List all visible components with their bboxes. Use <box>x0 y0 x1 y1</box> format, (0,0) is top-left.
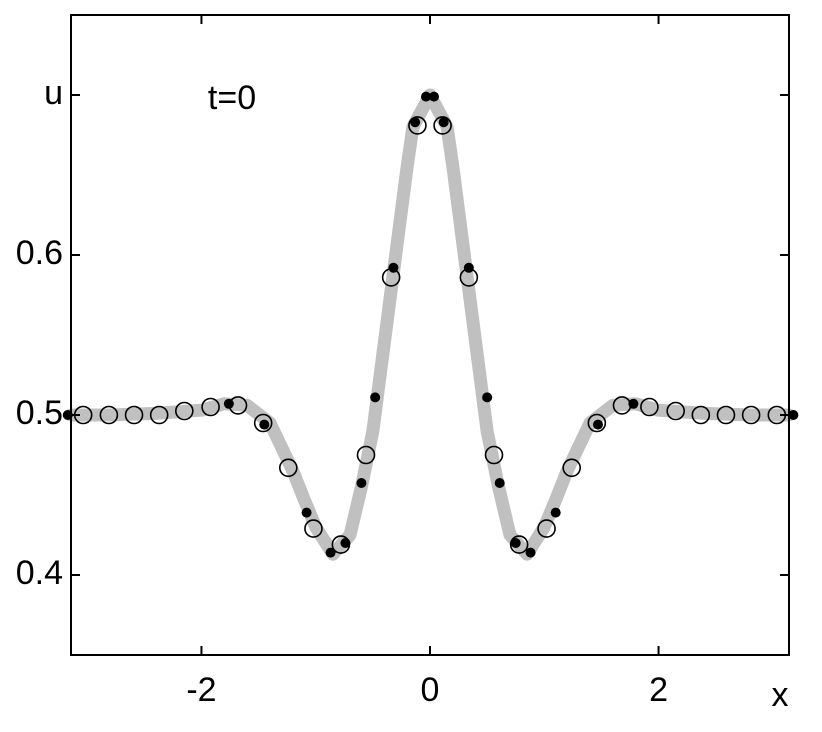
filled-marker <box>788 410 799 420</box>
filled-marker <box>628 398 639 409</box>
filled-marker <box>388 262 399 273</box>
y-tick-label: 0.6 <box>16 234 63 272</box>
open-marker <box>408 116 427 135</box>
open-marker <box>149 405 169 425</box>
filled-marker <box>428 91 439 102</box>
open-marker <box>124 405 144 425</box>
x-axis-label: x <box>772 676 789 714</box>
axes-frame <box>70 14 790 656</box>
open-marker <box>201 397 220 417</box>
open-marker <box>640 397 659 417</box>
filled-marker <box>550 507 561 518</box>
filled-marker <box>223 398 234 409</box>
open-marker <box>537 519 556 538</box>
x-tick-label: -2 <box>186 671 216 709</box>
open-marker <box>484 445 504 465</box>
open-marker <box>253 413 273 433</box>
filled-marker <box>356 478 367 488</box>
filled-marker <box>592 419 603 430</box>
filled-marker <box>259 419 270 430</box>
curve <box>64 88 796 561</box>
filled-marker <box>421 91 432 102</box>
open-marker <box>433 116 452 135</box>
open-marker <box>356 445 376 465</box>
open-marker <box>279 458 298 478</box>
filled-marker <box>525 547 536 558</box>
open-marker <box>741 405 761 425</box>
open-marker <box>304 519 323 538</box>
y-tick-label: 0.5 <box>16 394 63 432</box>
filled-marker <box>370 392 381 403</box>
open-marker <box>175 401 194 421</box>
plot-area <box>62 88 799 561</box>
open-marker <box>562 458 581 478</box>
y-tick-label: 0.4 <box>16 554 63 592</box>
y-tick-label: u <box>44 74 63 112</box>
open-marker <box>509 535 529 554</box>
annotation: t=0 <box>208 79 256 117</box>
filled-marker <box>494 478 505 488</box>
filled-marker <box>482 392 493 403</box>
filled-marker <box>410 117 421 128</box>
filled-marker <box>340 538 351 548</box>
filled-marker <box>510 538 521 548</box>
open-marker <box>99 405 119 425</box>
open-marker <box>666 401 685 421</box>
open-marker <box>691 405 711 425</box>
filled-marker <box>325 547 336 558</box>
filled-marker <box>301 507 312 518</box>
open-marker <box>587 413 607 433</box>
filled-marker <box>438 117 449 128</box>
x-tick-label: 0 <box>421 671 440 709</box>
open-marker <box>716 405 736 425</box>
filled-marker <box>463 262 474 273</box>
x-tick-label: 2 <box>649 671 668 709</box>
